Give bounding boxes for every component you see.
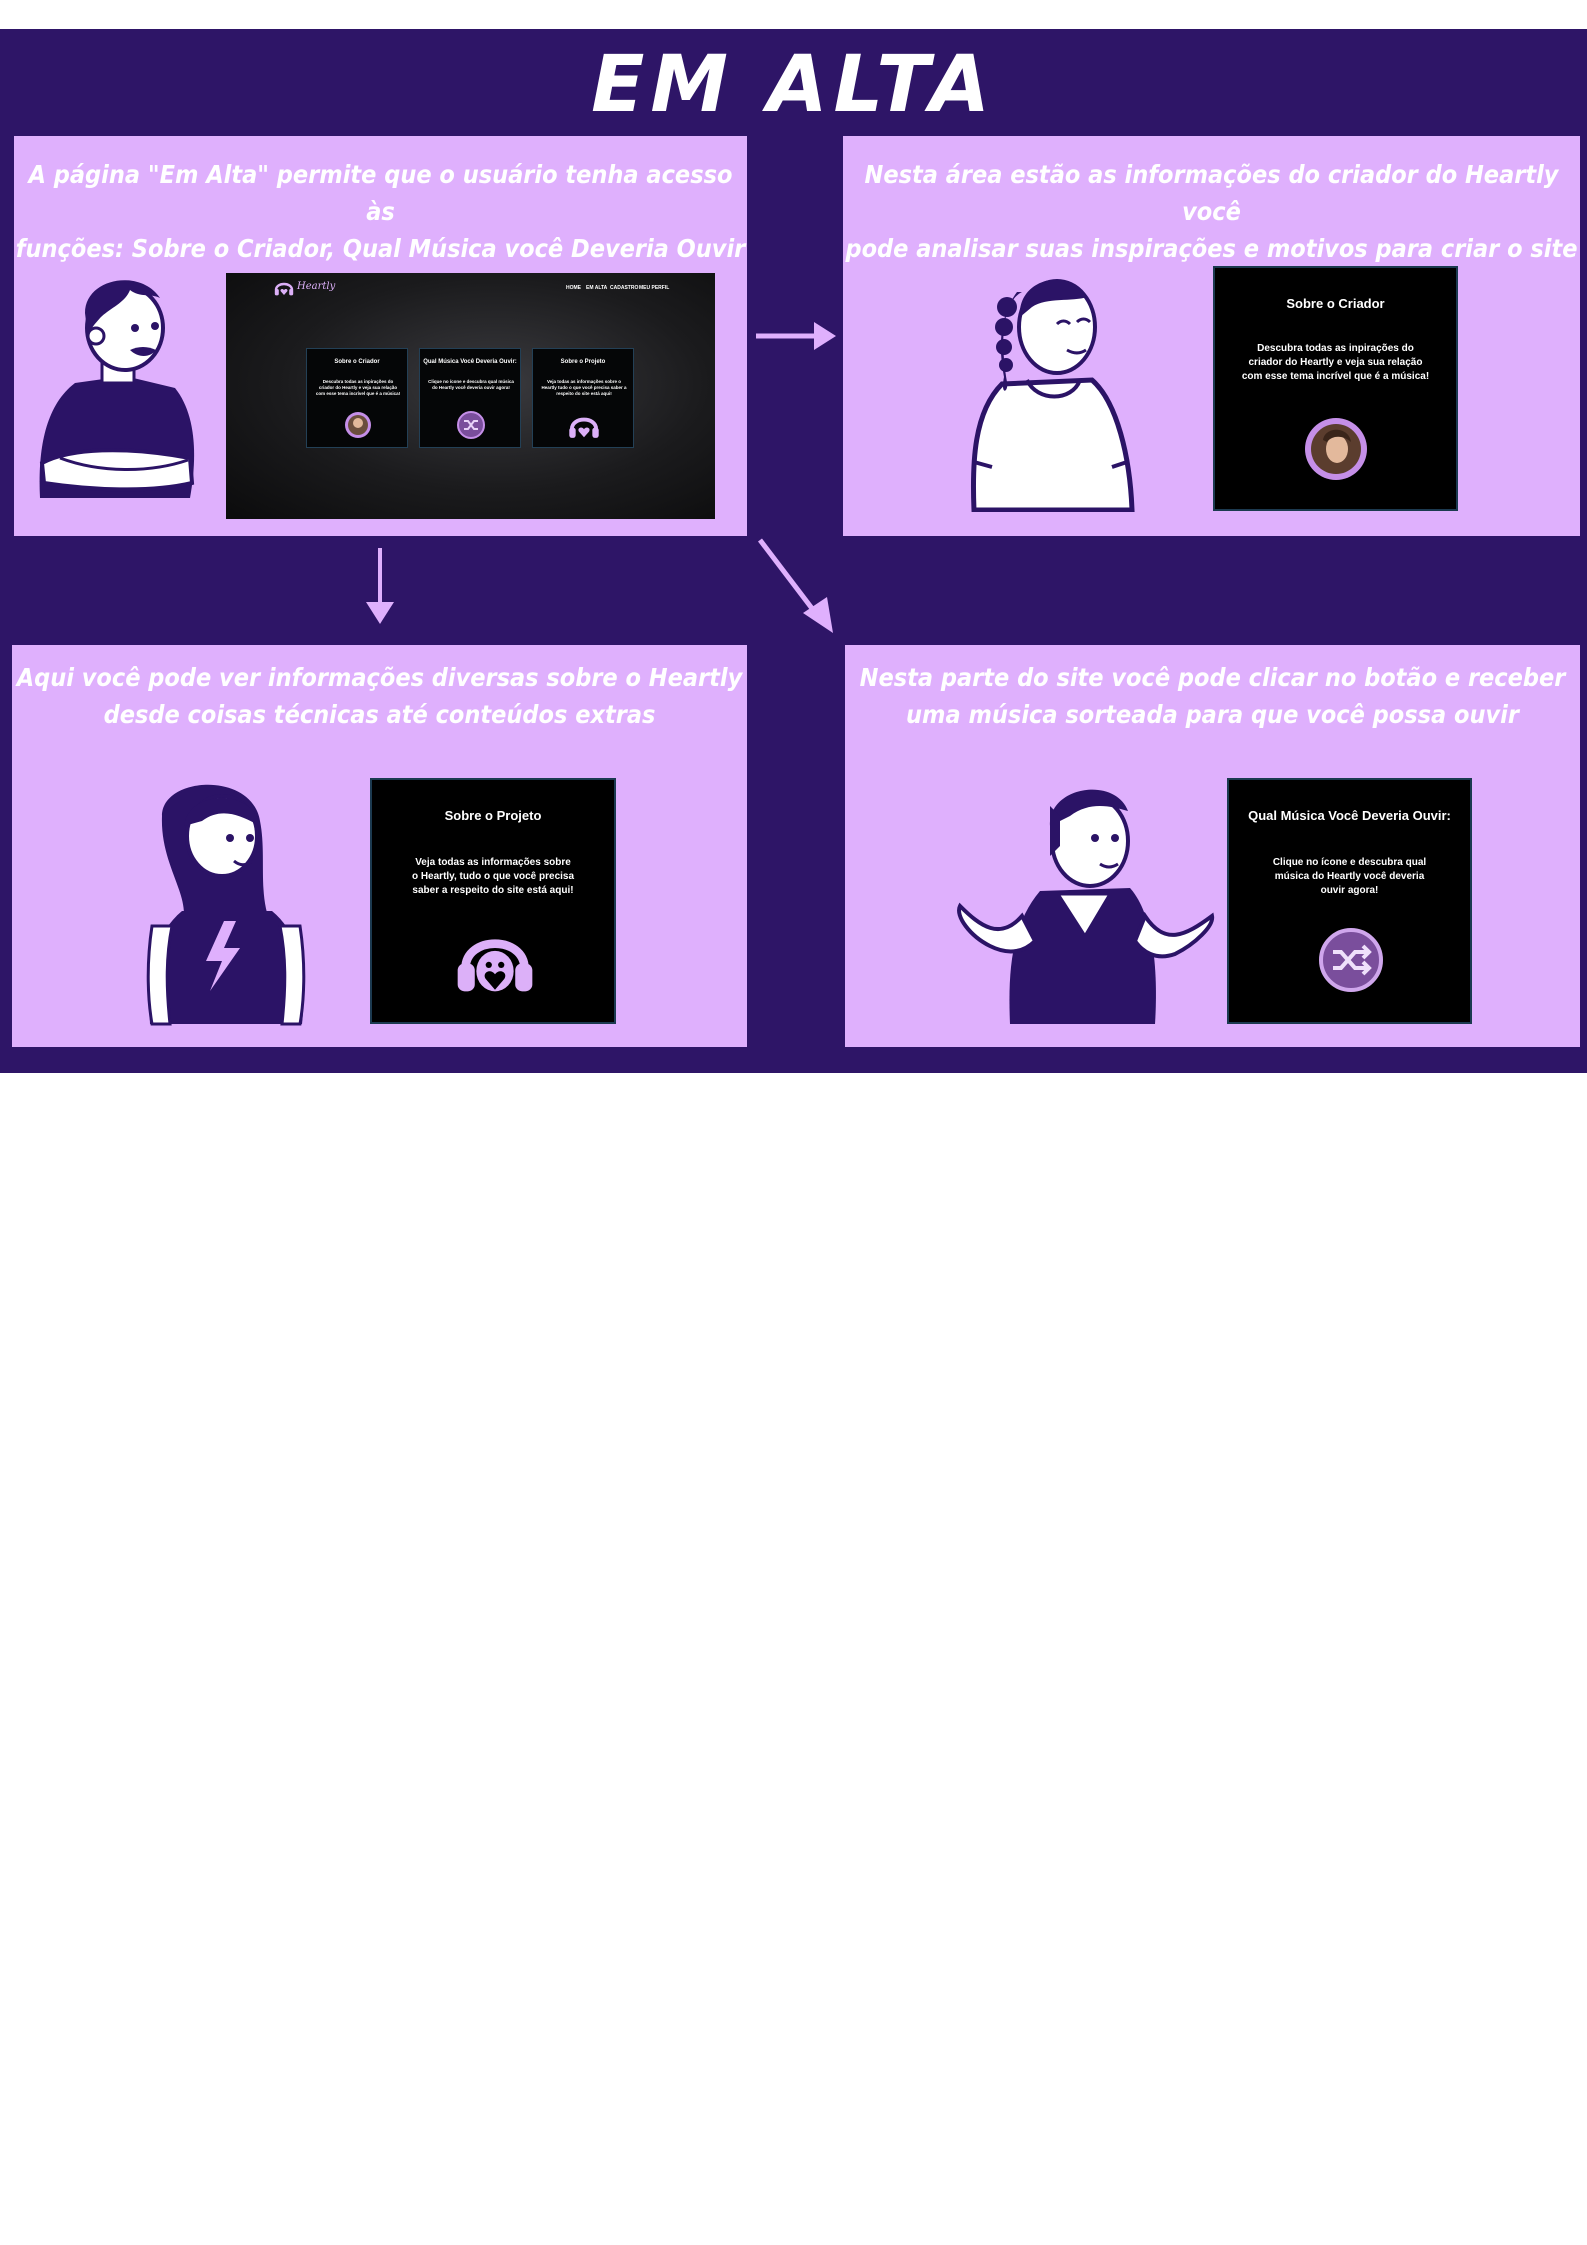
mini-card-title: Qual Música Você Deveria Ouvir:: [423, 359, 517, 365]
shuffle-icon[interactable]: [457, 411, 485, 439]
text-line: A página "Em Alta" permite que o usuário…: [28, 160, 733, 226]
mini-card-text: Veja todas as informações sobre o Heartl…: [541, 379, 627, 396]
text-line: o Heartly, tudo o que você precisa: [411, 871, 575, 882]
card-qual-musica[interactable]: Qual Música Você Deveria Ouvir: Clique n…: [1227, 778, 1472, 1024]
card-sobre-o-criador[interactable]: Sobre o Criador Descubra todas as inpira…: [1213, 266, 1458, 511]
mini-card-projeto[interactable]: Sobre o Projeto Veja todas as informaçõe…: [532, 348, 634, 448]
text-line: Nesta área estão as informações do criad…: [864, 160, 1559, 226]
headphones-heart-icon[interactable]: [456, 926, 534, 996]
person-shrugging-illustration: [957, 789, 1215, 1024]
text-line: ouvir agora!: [1320, 885, 1379, 896]
text-line: saber a respeito do site está aqui!: [412, 885, 574, 896]
person-braid-illustration: [970, 279, 1135, 512]
nav-cadastro[interactable]: CADASTRO: [610, 285, 639, 291]
card-title: Sobre o Criador: [1286, 296, 1385, 311]
headphones-heart-icon[interactable]: [568, 411, 600, 441]
card-title: Qual Música Você Deveria Ouvir:: [1248, 808, 1451, 823]
shuffle-icon[interactable]: [1319, 928, 1383, 992]
text-line: Aqui você pode ver informações diversas …: [16, 663, 743, 692]
text-line: pode analisar suas inspirações e motivos…: [845, 234, 1578, 263]
nav-em-alta[interactable]: EM ALTA: [586, 285, 608, 291]
arrow-down-icon: [366, 548, 394, 624]
card-text: Clique no ícone e descubra qual música d…: [1229, 856, 1470, 898]
text-line: criador do Heartly e veja sua relação: [1248, 357, 1423, 368]
mini-card-title: Sobre o Criador: [334, 359, 380, 365]
text-line: com esse tema incrível que é a música!: [1241, 371, 1430, 382]
headphones-heart-icon: [274, 282, 294, 296]
card-text: Veja todas as informações sobre o Heartl…: [372, 856, 614, 898]
mini-card-musica[interactable]: Qual Música Você Deveria Ouvir: Clique n…: [419, 348, 521, 448]
text-line: Veja todas as informações sobre: [415, 857, 571, 868]
page-title: EM ALTA: [591, 40, 996, 130]
text-line: Nesta parte do site você pode clicar no …: [859, 663, 1566, 692]
text-line: Descubra todas as inpirações do: [1257, 343, 1414, 354]
nav-home[interactable]: HOME: [566, 285, 581, 291]
mini-card-criador[interactable]: Sobre o Criador Descubra todas as inpira…: [306, 348, 408, 448]
text-line: música do Heartly você deveria: [1274, 871, 1425, 882]
nav-meu-perfil[interactable]: MEU PERFIL: [639, 285, 670, 291]
site-logo: Heartly: [297, 281, 336, 292]
creator-avatar-icon[interactable]: [344, 411, 372, 439]
mini-card-text: Clique no ícone e descubra qual música d…: [428, 379, 514, 390]
person-lightning-shirt-illustration: [146, 784, 306, 1026]
mini-card-title: Sobre o Projeto: [560, 359, 606, 365]
text-line: uma música sorteada para que você possa …: [906, 700, 1519, 729]
text-line: Clique no ícone e descubra qual: [1272, 857, 1427, 868]
card-title: Sobre o Projeto: [444, 808, 542, 823]
creator-avatar-icon[interactable]: [1303, 416, 1369, 482]
mini-card-text: Descubra todas as inpirações do criador …: [315, 379, 401, 396]
person-arms-crossed-illustration: [39, 280, 195, 498]
card-sobre-o-projeto[interactable]: Sobre o Projeto Veja todas as informaçõe…: [370, 778, 616, 1024]
panel-bottom-right-text: Nesta parte do site você pode clicar no …: [845, 659, 1580, 733]
arrow-diagonal-icon: [758, 538, 833, 633]
site-screenshot: Heartly HOME EM ALTA CADASTRO MEU PERFIL…: [226, 273, 715, 519]
arrow-right-icon: [756, 322, 836, 350]
panel-bottom-left-text: Aqui você pode ver informações diversas …: [12, 659, 747, 733]
card-text: Descubra todas as inpirações do criador …: [1215, 342, 1456, 384]
panel-top-right-text: Nesta área estão as informações do criad…: [843, 156, 1580, 267]
text-line: desde coisas técnicas até conteúdos extr…: [103, 700, 656, 729]
text-line: funções: Sobre o Criador, Qual Música vo…: [15, 234, 746, 300]
